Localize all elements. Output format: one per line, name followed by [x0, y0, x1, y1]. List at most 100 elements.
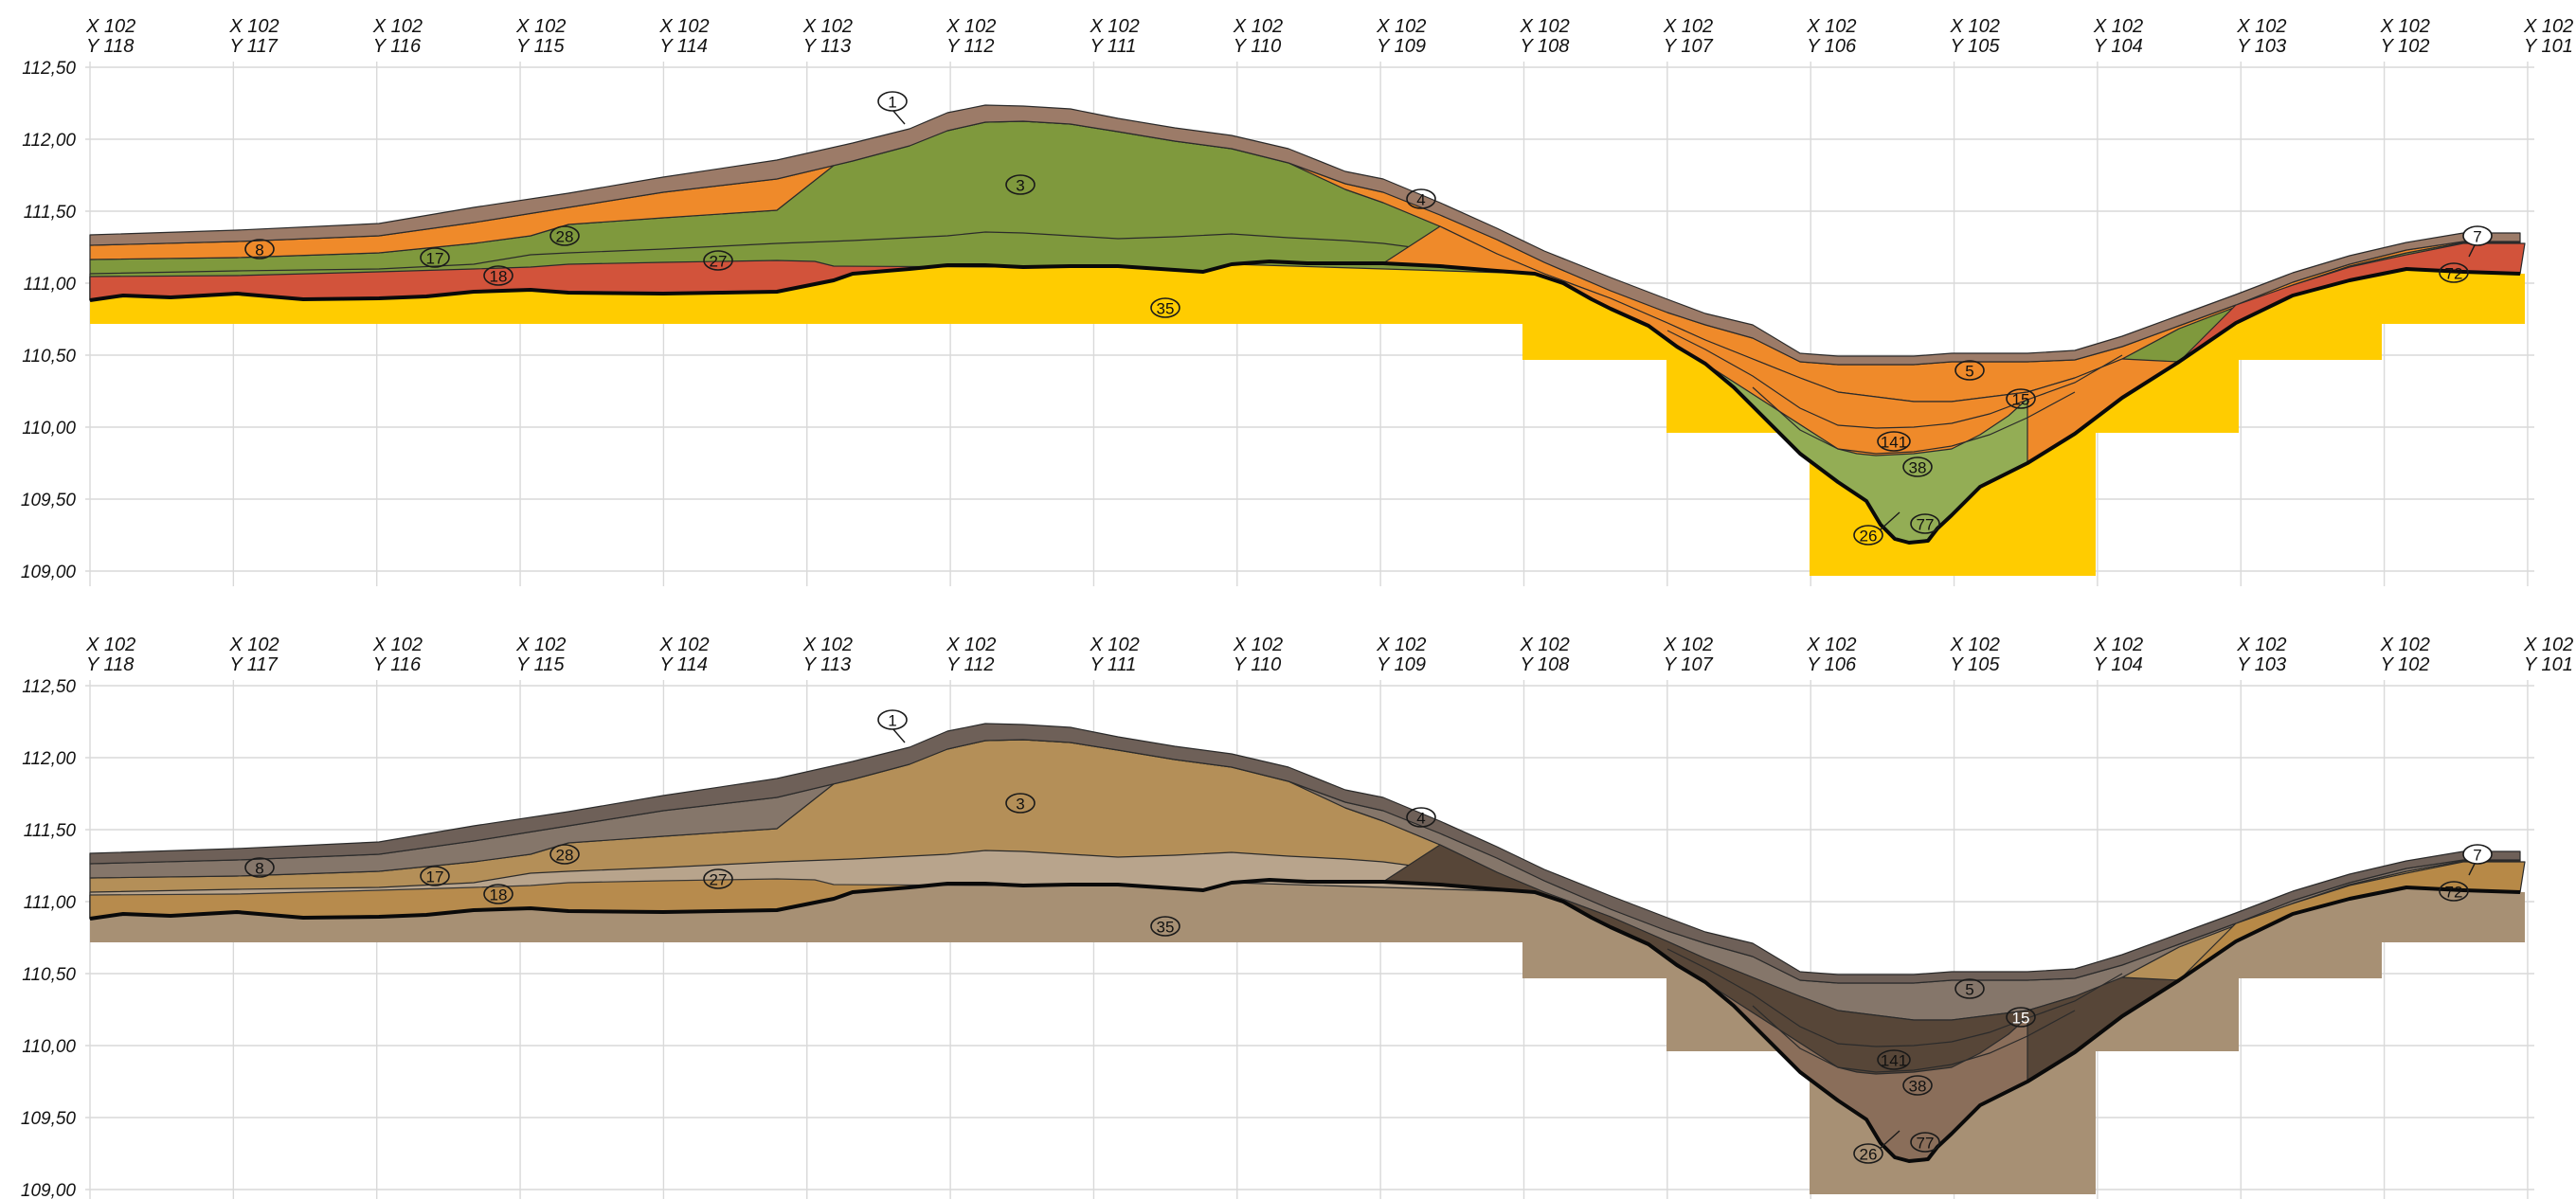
y-axis-label-0: 112,50 [22, 677, 76, 697]
svg-text:28: 28 [556, 228, 574, 246]
x-axis-label-0: X 102 [85, 16, 135, 37]
layer-label-35: 35 [1150, 916, 1180, 937]
y-coordinate-label-11: Y 107 [1664, 36, 1714, 57]
bedrock-boundary [89, 259, 2521, 545]
svg-text:7: 7 [2473, 228, 2481, 246]
layer-label-38: 38 [1902, 1075, 1933, 1096]
y-coordinate-label-8: Y 110 [1234, 654, 1281, 675]
svg-text:8: 8 [255, 860, 263, 878]
layer-label-8: 8 [244, 857, 275, 878]
x-axis-label-7: X 102 [1089, 16, 1139, 37]
layer-label-141: 141 [1877, 431, 1911, 452]
svg-text:7: 7 [2473, 847, 2481, 865]
svg-text:4: 4 [1416, 191, 1425, 209]
layer-label-5: 5 [1955, 978, 1985, 999]
layer-1 [89, 723, 2521, 984]
svg-text:26: 26 [1860, 528, 1878, 546]
layer-label-17: 17 [420, 866, 450, 886]
layer-label-1: 1 [877, 709, 908, 743]
y-axis-label-6: 109,50 [21, 491, 77, 510]
y-axis-label-6: 109,50 [21, 1109, 77, 1129]
y-coordinate-label-9: Y 109 [1377, 654, 1426, 675]
y-coordinate-label-1: Y 117 [229, 36, 278, 57]
y-axis-label-1: 112,00 [22, 131, 76, 151]
y-coordinate-label-13: Y 105 [1951, 654, 2001, 675]
x-axis-label-1: X 102 [228, 635, 279, 655]
layer-label-17: 17 [420, 247, 450, 268]
x-axis-label-6: X 102 [946, 635, 996, 655]
y-coordinate-label-16: Y 102 [2381, 654, 2430, 675]
svg-text:38: 38 [1909, 459, 1927, 477]
y-axis-label-7: 109,00 [21, 563, 77, 582]
layer-label-72: 72 [2439, 262, 2469, 283]
y-coordinate-label-5: Y 113 [803, 654, 851, 675]
x-axis-label-17: X 102 [2523, 16, 2573, 37]
layer-label-18: 18 [483, 265, 513, 286]
y-coordinate-label-0: Y 118 [86, 654, 134, 675]
svg-text:15: 15 [2012, 1010, 2030, 1028]
y-coordinate-label-14: Y 104 [2094, 36, 2143, 57]
x-axis-label-9: X 102 [1376, 635, 1426, 655]
y-coordinate-label-17: Y 101 [2524, 654, 2573, 675]
y-axis-label-5: 110,00 [22, 1037, 76, 1057]
svg-text:77: 77 [1917, 516, 1935, 534]
svg-text:1: 1 [888, 712, 896, 730]
y-coordinate-label-9: Y 109 [1377, 36, 1426, 57]
svg-text:18: 18 [490, 886, 508, 904]
svg-text:5: 5 [1965, 363, 1973, 381]
x-axis-label-5: X 102 [802, 635, 853, 655]
x-axis-label-10: X 102 [1520, 16, 1570, 37]
svg-text:35: 35 [1157, 919, 1175, 937]
svg-text:141: 141 [1881, 1052, 1907, 1070]
x-axis-label-7: X 102 [1089, 635, 1139, 655]
y-coordinate-label-15: Y 103 [2237, 654, 2286, 675]
y-axis-label-3: 111,00 [24, 275, 77, 295]
layer-label-3: 3 [1005, 174, 1036, 195]
x-axis-label-3: X 102 [515, 16, 566, 37]
svg-text:4: 4 [1416, 810, 1425, 828]
y-coordinate-label-6: Y 112 [946, 654, 994, 675]
svg-text:15: 15 [2012, 391, 2030, 409]
layer-label-77: 77 [1910, 513, 1940, 534]
y-axis-label-2: 111,50 [24, 203, 77, 223]
y-coordinate-label-1: Y 117 [229, 654, 278, 675]
svg-text:26: 26 [1860, 1146, 1878, 1164]
x-axis-label-11: X 102 [1663, 16, 1713, 37]
x-axis-label-2: X 102 [372, 16, 423, 37]
channel-boundary-1 [1752, 1005, 2076, 1073]
layer-label-28: 28 [549, 225, 580, 246]
y-coordinate-label-3: Y 115 [516, 36, 565, 57]
layer-label-27: 27 [703, 250, 733, 271]
x-axis-label-10: X 102 [1520, 635, 1570, 655]
x-axis-label-9: X 102 [1376, 16, 1426, 37]
svg-text:27: 27 [710, 253, 728, 271]
layer-1 [89, 104, 2521, 366]
layer-label-7: 7 [2462, 844, 2493, 876]
layer-label-18: 18 [483, 884, 513, 904]
layer-label-5: 5 [1955, 360, 1985, 381]
y-coordinate-label-4: Y 114 [659, 36, 707, 57]
svg-text:3: 3 [1016, 796, 1024, 814]
x-axis-label-14: X 102 [2093, 635, 2143, 655]
y-coordinate-label-15: Y 103 [2237, 36, 2286, 57]
svg-text:17: 17 [426, 250, 444, 268]
y-coordinate-label-7: Y 111 [1090, 654, 1136, 675]
layer-label-7: 7 [2462, 225, 2493, 258]
svg-text:18: 18 [490, 268, 508, 286]
svg-text:72: 72 [2445, 884, 2463, 902]
y-axis-label-3: 111,00 [24, 893, 77, 913]
layer-label-15: 15 [2006, 388, 2036, 409]
y-coordinate-label-7: Y 111 [1090, 36, 1136, 57]
svg-text:77: 77 [1917, 1135, 1935, 1153]
x-axis-label-13: X 102 [1950, 635, 2000, 655]
x-axis-label-2: X 102 [372, 635, 423, 655]
y-axis-label-2: 111,50 [24, 821, 77, 841]
x-axis-label-16: X 102 [2380, 635, 2430, 655]
layer-label-77: 77 [1910, 1132, 1940, 1153]
svg-text:28: 28 [556, 847, 574, 865]
y-axis-label-7: 109,00 [21, 1181, 77, 1199]
svg-text:1: 1 [888, 94, 896, 112]
